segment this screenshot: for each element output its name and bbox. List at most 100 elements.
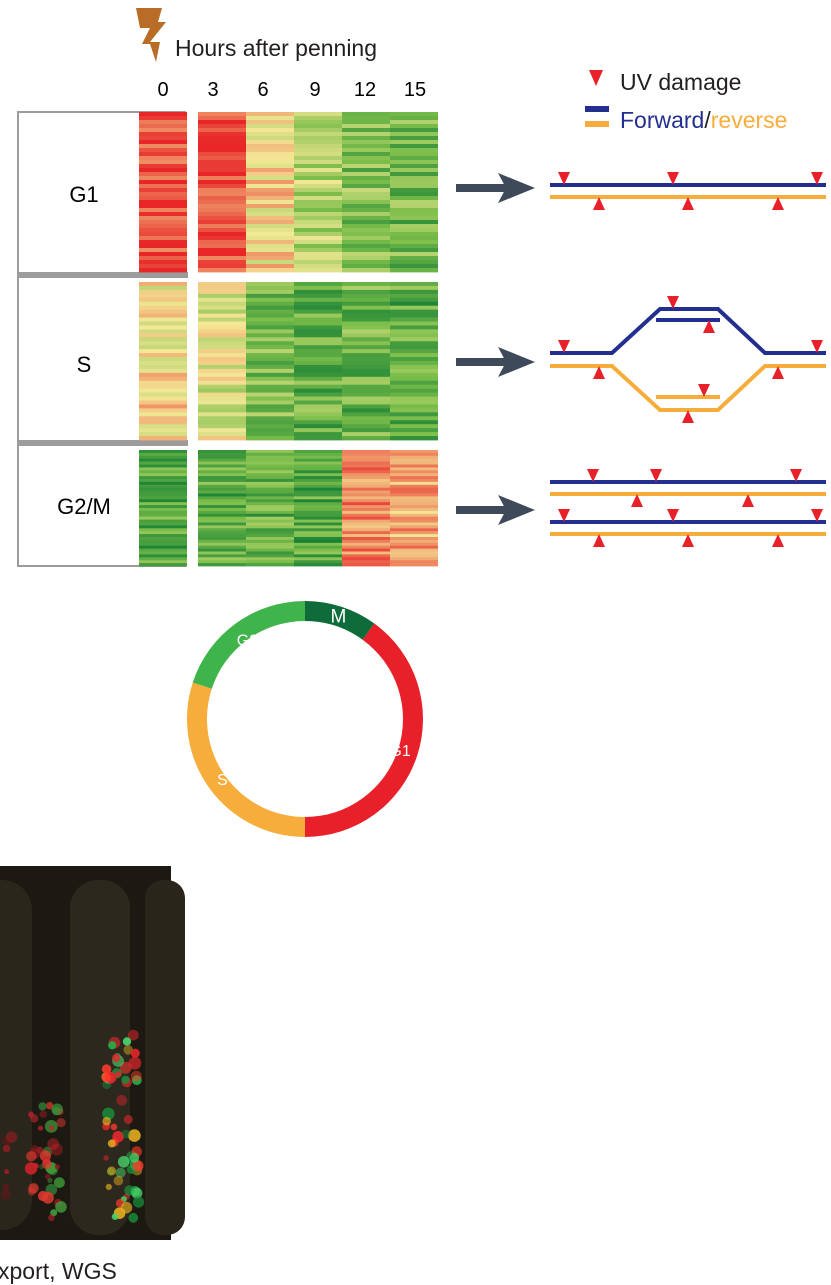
heatmap-cell xyxy=(198,136,246,141)
heatmap-cell xyxy=(198,128,246,133)
heatmap-cell xyxy=(342,289,390,295)
heatmap-cell xyxy=(139,329,187,334)
heatmap-cell xyxy=(139,156,187,161)
heatmap-cell xyxy=(246,452,294,457)
uv-damage-marker xyxy=(682,410,694,423)
heatmap-cell xyxy=(342,252,390,257)
heatmap-cell xyxy=(390,510,438,515)
heatmap-cell xyxy=(198,124,246,129)
heatmap-cell xyxy=(246,116,294,121)
heatmap-cell xyxy=(294,542,342,547)
fluorescent-cell xyxy=(39,1110,47,1118)
phase-divider xyxy=(18,272,188,278)
heatmap-cell xyxy=(139,148,187,153)
heatmap-cell xyxy=(246,510,294,515)
heatmap-cell xyxy=(294,329,342,334)
heatmap-cell xyxy=(342,325,390,330)
heatmap-cell xyxy=(294,317,342,322)
uv-damage-marker xyxy=(558,172,570,185)
heatmap-cell xyxy=(139,560,187,564)
heatmap-cell xyxy=(139,516,187,520)
heatmap-cell xyxy=(246,212,294,217)
heatmap-cell xyxy=(390,412,438,417)
heatmap-cell xyxy=(198,528,246,532)
fluorescent-cell xyxy=(2,1144,11,1153)
heatmap-cell xyxy=(294,372,342,378)
heatmap-cell xyxy=(294,353,342,358)
cycle-segment-m xyxy=(305,601,375,640)
uv-damage-marker xyxy=(593,534,605,547)
heatmap-cell xyxy=(139,508,187,512)
heatmap-cell xyxy=(390,384,438,390)
heatmap-cell xyxy=(246,525,294,529)
heatmap-cell xyxy=(294,144,342,149)
heatmap-cell xyxy=(198,305,246,311)
heatmap-cell xyxy=(294,256,342,261)
heatmap-cell xyxy=(139,392,187,397)
heatmap-cell xyxy=(139,493,187,497)
heatmap-cell xyxy=(390,321,438,326)
cell-cycle-ring: M G1 S G2 xyxy=(186,601,423,837)
heatmap-cell xyxy=(246,341,294,346)
heatmap-cell xyxy=(198,539,246,544)
heatmap-cell xyxy=(294,228,342,233)
heatmap-cell xyxy=(342,208,390,213)
heatmap-cell xyxy=(342,452,390,457)
fluorescent-cell xyxy=(124,1185,135,1196)
heatmap-cell xyxy=(139,467,187,471)
heatmap-cell xyxy=(390,368,438,374)
heatmap-cell xyxy=(294,428,342,433)
heatmap-cell xyxy=(294,563,342,567)
fluorescent-cell xyxy=(128,1056,142,1070)
heatmap-cell xyxy=(294,525,342,529)
heatmap-cell xyxy=(198,317,246,322)
heatmap-cell xyxy=(294,240,342,245)
heatmap-cell xyxy=(294,208,342,213)
heatmap-cell xyxy=(139,551,187,555)
heatmap-cell xyxy=(342,301,390,307)
heatmap-cell xyxy=(139,220,187,225)
heatmap-cell xyxy=(198,260,246,265)
heatmap-cell xyxy=(139,436,187,441)
heatmap-cell xyxy=(390,404,438,409)
heatmap-cell xyxy=(139,542,187,547)
heatmap-cell xyxy=(246,484,294,489)
heatmap-cell xyxy=(139,341,187,346)
legend-separator: / xyxy=(704,107,711,133)
heatmap-cell xyxy=(390,490,438,494)
heatmap-cell xyxy=(342,305,390,311)
heatmap-cell xyxy=(246,172,294,177)
heatmap-cell xyxy=(294,232,342,237)
heatmap-cell xyxy=(198,392,246,397)
heatmap-cell xyxy=(246,361,294,366)
heatmap-cell xyxy=(139,408,187,413)
forward-strand-swatch xyxy=(585,106,609,112)
heatmap-cell xyxy=(198,333,246,338)
heatmap-cell xyxy=(139,400,187,405)
fluorescent-cell xyxy=(2,1183,10,1191)
heatmap-cell xyxy=(139,554,187,558)
heatmap-cell xyxy=(246,408,294,413)
heatmap-cell xyxy=(139,484,187,489)
cycle-segment-s xyxy=(186,682,305,837)
heatmap-cell xyxy=(390,264,438,269)
uv-damage-marker xyxy=(587,469,599,482)
heatmap-cell xyxy=(390,551,438,555)
heatmap-cell xyxy=(246,376,294,382)
arrow-right-icon xyxy=(456,173,535,203)
heatmap-cell xyxy=(294,400,342,405)
heatmap-cell xyxy=(294,470,342,474)
heatmap-cell xyxy=(198,372,246,378)
heatmap-cell xyxy=(342,156,390,161)
uv-damage-marker xyxy=(742,494,754,507)
heatmap-cell xyxy=(198,232,246,237)
heatmap-cell xyxy=(342,505,390,509)
heatmap-cell xyxy=(342,408,390,413)
heatmap-cell xyxy=(246,560,294,564)
heatmap-cell xyxy=(294,450,342,454)
heatmap-cell xyxy=(294,132,342,137)
heatmap-cell xyxy=(198,112,246,117)
heatmap-cell xyxy=(139,164,187,169)
hour-label: 15 xyxy=(404,79,426,101)
heatmap-cell xyxy=(246,545,294,549)
